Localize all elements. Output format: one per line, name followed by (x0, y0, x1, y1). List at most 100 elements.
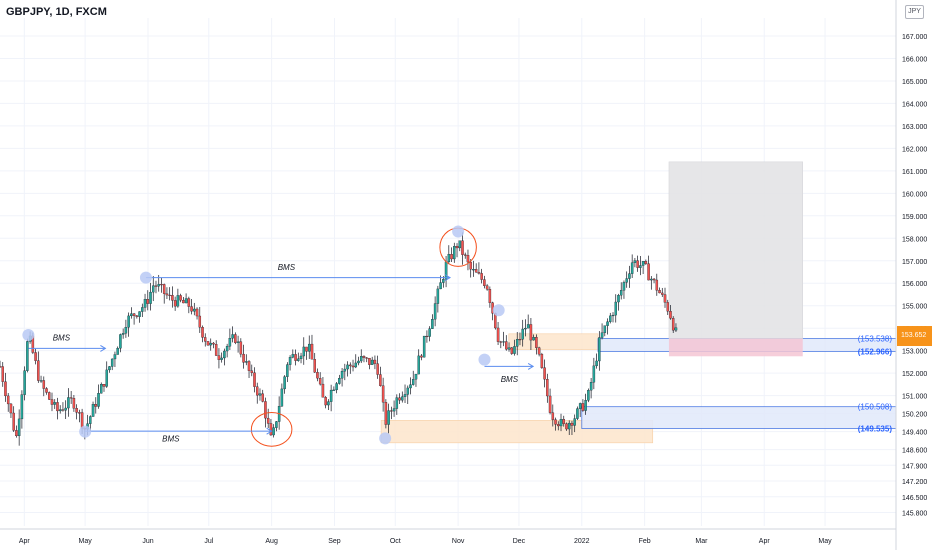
candle-body (354, 362, 358, 368)
y-tick-label: 149.400 (902, 430, 927, 437)
candle-body (335, 383, 338, 391)
candle-body (436, 288, 440, 304)
candle-body (17, 418, 21, 437)
candle-body (587, 390, 590, 401)
candle-body (606, 321, 609, 326)
candle-body (463, 254, 467, 256)
stop-box (668, 338, 803, 357)
candle-body (526, 324, 530, 329)
candle-body (255, 386, 259, 396)
candle-body (488, 289, 492, 303)
candle-body (409, 384, 412, 389)
x-tick-label: Apr (19, 538, 31, 545)
candle-body (80, 412, 84, 429)
last-price-tag[interactable] (897, 326, 932, 347)
candle-body (307, 343, 311, 352)
x-tick-label: Nov (452, 538, 465, 545)
y-tick-label: 156.000 (902, 281, 927, 288)
candle-body (168, 294, 171, 296)
time-axis[interactable]: Apr May Jun Jul Aug Sep Oct Nov Dec 2022 Feb Mar Apr… (0, 528, 896, 545)
y-tick-label: 165.000 (902, 79, 927, 86)
candle-body (283, 376, 286, 390)
candle-body (562, 419, 566, 424)
candle-body (521, 328, 524, 340)
candle-body (149, 291, 152, 304)
candle-body (576, 408, 579, 419)
candle-body (195, 308, 199, 317)
candle-body (217, 355, 221, 360)
candle-body (357, 360, 360, 364)
candle-body (15, 430, 18, 437)
candle-body (666, 302, 669, 312)
candle-body (641, 261, 645, 266)
candle-body (258, 393, 262, 396)
swing-point-dot (452, 225, 465, 238)
candle-body (433, 303, 437, 320)
candle-body (450, 254, 453, 260)
candle-body (212, 342, 215, 345)
candle-body (513, 346, 516, 354)
candle-body (124, 327, 128, 334)
candle-body (327, 401, 330, 406)
currency-badge[interactable]: JPY (905, 5, 924, 19)
y-tick-label: 160.000 (902, 191, 927, 198)
candle-body (630, 262, 634, 274)
candle-body (573, 418, 576, 426)
candle-body (472, 269, 475, 271)
candle-body (58, 409, 62, 412)
candle-body (209, 342, 212, 346)
candle-body (518, 339, 522, 341)
bms-label: BMS (53, 334, 71, 343)
candle-body (0, 366, 2, 368)
candle-body (299, 355, 303, 360)
candle-body (157, 284, 160, 287)
candle-body (589, 382, 593, 391)
candle-body (69, 397, 73, 399)
candle-body (543, 367, 546, 380)
candle-body (351, 365, 355, 368)
candle-body (674, 327, 678, 331)
x-tick-label: Dec (513, 538, 526, 545)
candle-body (176, 295, 180, 307)
candle-body (332, 389, 336, 391)
candle-body (141, 307, 144, 312)
candle-body (220, 357, 223, 360)
candle-body (179, 295, 182, 301)
candle-body (50, 399, 54, 405)
candle-body (67, 397, 70, 409)
candle-body (565, 423, 568, 430)
candle-body (313, 359, 316, 373)
price-axis[interactable]: 167.000 166.000 165.000 164.000 163.000 162.0… (895, 0, 932, 550)
candle-body (91, 404, 95, 417)
candle-body (138, 311, 141, 317)
candle-body (592, 365, 596, 383)
y-tick-label: 147.900 (902, 463, 927, 470)
candle-body (201, 327, 204, 338)
candle-body (390, 410, 393, 412)
candle-body (671, 318, 675, 331)
level-label: (152.966) (858, 347, 893, 356)
candle-body (162, 284, 166, 294)
y-tick-label: 150.200 (902, 412, 927, 419)
candle-body (461, 240, 464, 255)
y-tick-label: 151.000 (902, 394, 927, 401)
candle-body (110, 358, 114, 367)
candle-body (324, 397, 327, 406)
bms-arrow-head (100, 344, 107, 352)
candle-body (622, 282, 626, 291)
candle-body (20, 394, 24, 420)
candle-body (548, 395, 552, 413)
candle-body (105, 369, 108, 387)
candle-body (239, 341, 243, 355)
candle-body (496, 327, 500, 342)
candle-body (223, 350, 226, 359)
candle-body (302, 346, 306, 357)
y-tick-label: 152.000 (902, 371, 927, 378)
candle-body (288, 357, 292, 365)
candle-body (338, 378, 341, 384)
candle-body (250, 370, 254, 373)
level-label: (149.535) (858, 425, 893, 434)
candle-body (650, 278, 653, 281)
candle-body (193, 308, 196, 312)
